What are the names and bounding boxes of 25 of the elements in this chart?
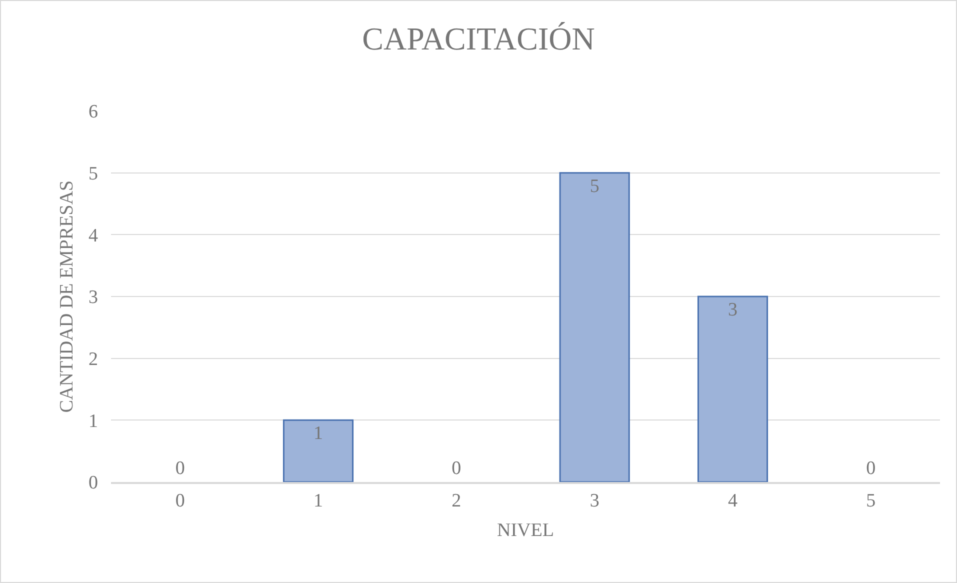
y-tick-label: 5 [88, 163, 98, 184]
data-label: 5 [590, 176, 600, 197]
x-axis-title: NIVEL [497, 520, 554, 541]
bar [559, 172, 630, 482]
y-axis-title: CANTIDAD DE EMPRESAS [56, 180, 78, 413]
data-label: 0 [452, 458, 462, 479]
y-tick-label: 1 [88, 410, 98, 432]
bar [282, 419, 354, 482]
chart-title: CAPACITACIÓN [362, 20, 595, 57]
x-tick-label: 2 [452, 490, 462, 512]
x-tick-label: 1 [314, 490, 323, 512]
y-tick-label: 6 [88, 102, 98, 123]
data-label: 1 [314, 423, 323, 444]
bar [697, 296, 768, 482]
y-tick-label: 4 [88, 225, 98, 246]
data-label: 3 [728, 300, 738, 320]
data-label: 0 [866, 458, 876, 479]
x-tick-label: 4 [728, 490, 738, 512]
y-tick-label: 0 [88, 472, 98, 494]
x-tick-label: 3 [590, 490, 600, 512]
y-tick-label: 3 [88, 287, 98, 308]
x-tick-label: 5 [866, 490, 876, 512]
y-tick-label: 2 [88, 348, 98, 370]
x-tick-label: 0 [175, 490, 185, 512]
data-label: 0 [175, 458, 185, 479]
